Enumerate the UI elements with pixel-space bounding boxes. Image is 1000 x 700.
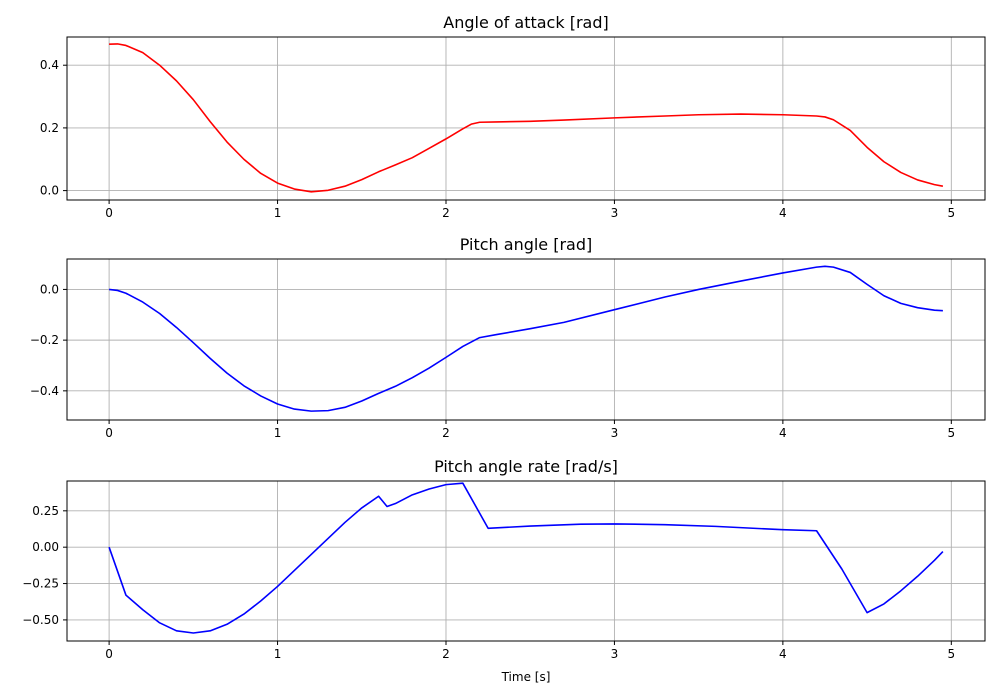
x-tick-label: 0: [105, 426, 113, 440]
y-tick-label: 0.0: [40, 282, 59, 296]
x-tick-label: 3: [611, 426, 619, 440]
subplot-angle-of-attack: 0 1 2 3 4 5 0.0 0.2 0.4 Angle of attack [rad]: [40, 13, 986, 220]
subplot-pitch-angle: 0 1 2 3 4 5 −0.4 −0.2 0.0 Pitch angle [rad]: [30, 235, 986, 440]
x-tick-label: 5: [947, 206, 955, 220]
x-tick-label: 0: [105, 647, 113, 661]
x-tick-label: 2: [442, 206, 450, 220]
x-tick-label: 4: [779, 647, 787, 661]
x-tick-label: 0: [105, 206, 113, 220]
x-tick-label: 1: [274, 206, 282, 220]
axes-frame: [66, 480, 986, 642]
subplot-pitch-angle-rate: 0 1 2 3 4 5 −0.50 −0.25 0.00 0.25 Pitch angle rate…: [22, 457, 986, 684]
y-tick-label: −0.50: [22, 613, 59, 627]
x-tick-label: 2: [442, 426, 450, 440]
x-tick-label: 4: [779, 206, 787, 220]
y-tick-label: 0.00: [32, 540, 59, 554]
x-tick-label: 1: [274, 647, 282, 661]
y-tick-label: −0.4: [30, 384, 59, 398]
y-tick-label: 0.0: [40, 184, 59, 198]
x-tick-label: 5: [947, 426, 955, 440]
y-tick-label: 0.25: [32, 504, 59, 518]
axes-frame: [66, 258, 986, 421]
axes-frame: [66, 36, 986, 201]
x-tick-label: 5: [947, 647, 955, 661]
x-tick-label: 3: [611, 206, 619, 220]
y-tick-label: −0.25: [22, 577, 59, 591]
series-line: [109, 43, 944, 193]
series-line: [108, 482, 944, 634]
subplot-title: Angle of attack [rad]: [443, 13, 608, 32]
x-tick-label: 4: [779, 426, 787, 440]
subplot-title: Pitch angle [rad]: [460, 235, 593, 254]
y-tick-label: −0.2: [30, 333, 59, 347]
subplot-title: Pitch angle rate [rad/s]: [434, 457, 618, 476]
y-tick-label: 0.4: [40, 58, 59, 72]
series-line: [109, 265, 943, 412]
x-tick-label: 2: [442, 647, 450, 661]
x-tick-label: 3: [611, 647, 619, 661]
y-tick-label: 0.2: [40, 121, 59, 135]
x-tick-label: 1: [274, 426, 282, 440]
x-axis-label: Time [s]: [501, 670, 551, 684]
